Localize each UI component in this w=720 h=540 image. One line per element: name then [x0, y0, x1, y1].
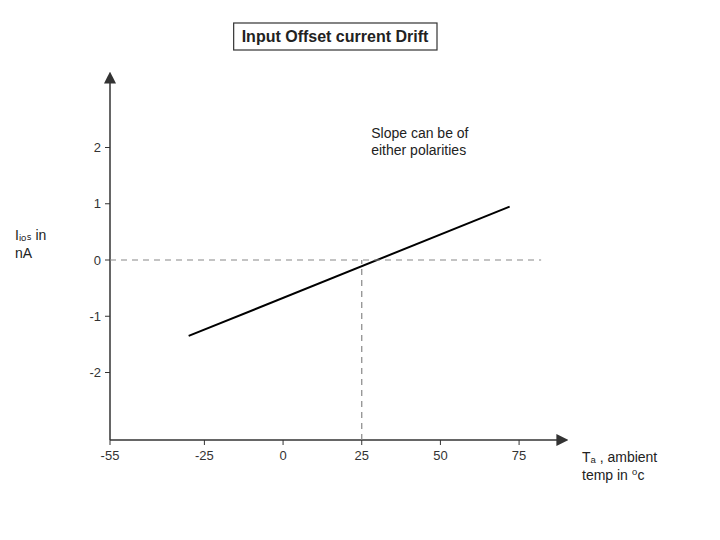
title: Input Offset current Drift	[242, 28, 429, 45]
x-tick	[110, 440, 111, 445]
x-tick	[519, 440, 520, 445]
x-tick-label: 75	[512, 448, 526, 463]
dashed-line	[361, 260, 362, 440]
y-axis-label: Iᵢₒₛ innA	[15, 227, 46, 261]
x-tick-label: 25	[355, 448, 369, 463]
y-tick-label: -1	[89, 309, 101, 324]
x-tick	[361, 440, 362, 445]
y-tick-label: 2	[94, 140, 101, 155]
x-tick-label: -25	[195, 448, 214, 463]
plot-area	[110, 207, 541, 440]
y-tick-label: 1	[94, 196, 101, 211]
title-box	[234, 23, 437, 50]
x-tick	[204, 440, 205, 445]
x-tick	[440, 440, 441, 445]
y-tick	[105, 203, 110, 204]
x-axis-label: Tₐ , ambienttemp in ⁰c	[582, 449, 657, 483]
y-axis-line	[109, 74, 111, 440]
annotation: Slope can be ofeither polarities	[371, 125, 468, 158]
x-axis-line	[110, 439, 566, 441]
y-tick	[105, 260, 110, 261]
x-tick-label: 50	[433, 448, 447, 463]
line	[189, 207, 510, 336]
y-tick-label: 0	[94, 253, 101, 268]
y-tick	[105, 316, 110, 317]
y-tick-label: -2	[89, 365, 101, 380]
y-tick	[105, 147, 110, 148]
x-tick-label: 0	[279, 448, 286, 463]
x-tick-label: -55	[101, 448, 120, 463]
x-tick	[283, 440, 284, 445]
dashed-line	[110, 259, 541, 260]
y-tick	[105, 372, 110, 373]
chart: Input Offset current Drift -55 -25 0 25 50 75 -…	[0, 0, 720, 540]
